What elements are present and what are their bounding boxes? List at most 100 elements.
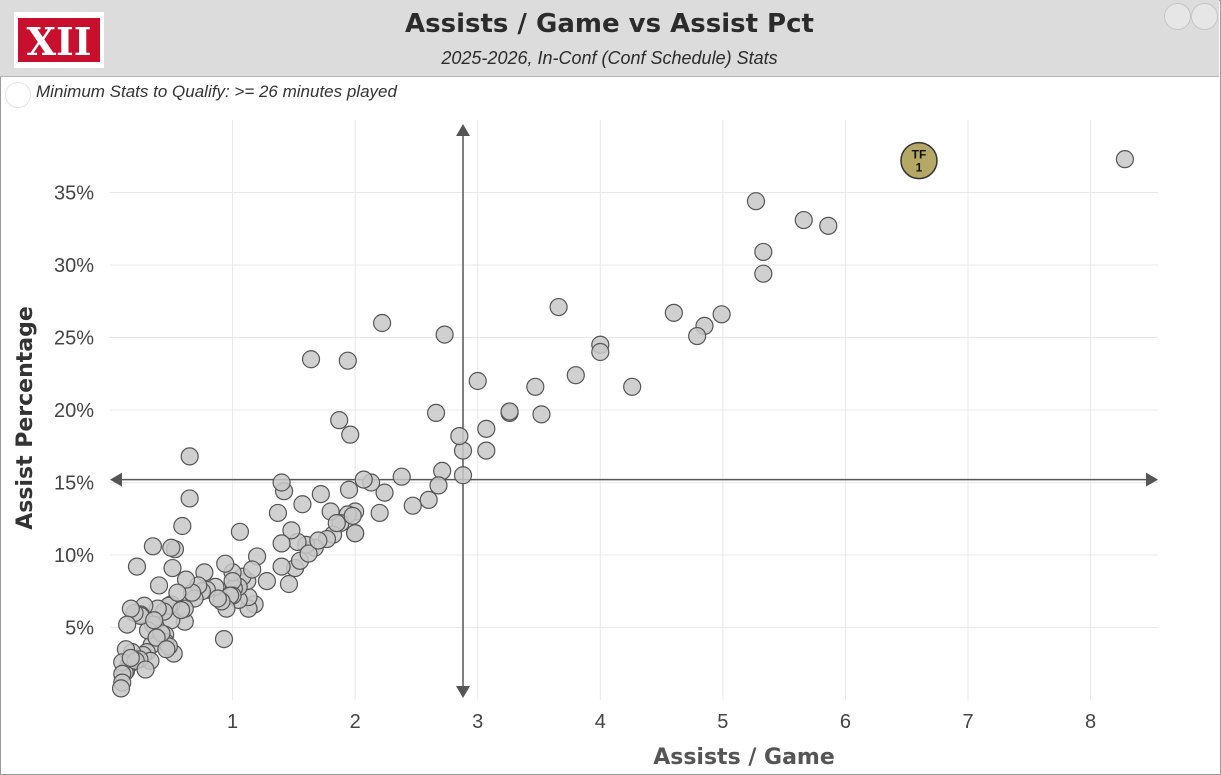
data-point xyxy=(162,538,181,557)
highlight-point xyxy=(900,141,938,180)
x-tick-label: 3 xyxy=(472,711,483,733)
grid xyxy=(110,120,1158,700)
data-point xyxy=(301,350,321,369)
data-point xyxy=(180,489,199,508)
data-point xyxy=(526,377,545,396)
arrow-right-icon xyxy=(1146,472,1158,487)
data-point xyxy=(477,441,496,460)
data-point xyxy=(370,503,389,523)
data-point xyxy=(435,325,454,344)
big-12-logo: XII xyxy=(14,12,104,68)
x-tick-label: 4 xyxy=(595,711,606,733)
data-point xyxy=(346,524,365,543)
data-point xyxy=(157,640,176,659)
data-point xyxy=(419,490,438,509)
data-point xyxy=(272,557,291,576)
x-tick-label: 5 xyxy=(717,711,728,733)
x-axis-label: Assists / Game xyxy=(653,745,835,770)
y-tick-label: 10% xyxy=(54,545,94,567)
data-point xyxy=(272,473,291,492)
data-point xyxy=(754,264,773,283)
data-point xyxy=(453,466,473,485)
data-point xyxy=(373,313,392,333)
data-point xyxy=(754,242,773,262)
data-point xyxy=(450,427,469,446)
arrow-left-icon xyxy=(110,472,122,487)
data-point xyxy=(591,342,610,362)
y-tick-label: 5% xyxy=(65,618,94,640)
data-point xyxy=(208,589,227,608)
x-tick-label: 2 xyxy=(350,711,361,733)
data-point xyxy=(794,210,813,230)
y-tick-label: 25% xyxy=(54,328,94,350)
data-point xyxy=(468,371,487,391)
data-point xyxy=(173,516,192,536)
arrow-down-icon xyxy=(456,686,471,698)
arrow-up-icon xyxy=(456,124,471,136)
y-tick-label: 35% xyxy=(54,183,94,205)
chart-header: XII Assists / Game vs Assist Pct 2025-20… xyxy=(0,0,1219,77)
data-point xyxy=(532,405,551,424)
data-point xyxy=(171,600,191,620)
x-tick-label: 1 xyxy=(227,711,238,733)
data-point xyxy=(477,419,496,438)
x-tick-label: 6 xyxy=(840,711,851,733)
data-point xyxy=(293,495,312,514)
data-point xyxy=(176,570,196,589)
data-point xyxy=(121,599,140,618)
highlight-label: TF xyxy=(912,148,927,162)
data-point xyxy=(311,485,330,504)
chart-title: Assists / Game vs Assist Pct xyxy=(405,9,814,39)
x-tick-label: 7 xyxy=(962,711,973,733)
reference-lines xyxy=(110,124,1158,698)
data-point xyxy=(149,576,169,595)
qualify-note: Minimum Stats to Qualify: >= 26 minutes … xyxy=(36,82,397,101)
decor-circle-icon xyxy=(5,82,31,108)
logo-text: XII xyxy=(26,19,91,64)
data-point xyxy=(392,467,411,486)
data-point xyxy=(282,521,301,540)
highlight-rank: 1 xyxy=(916,161,923,175)
data-point xyxy=(145,611,164,630)
data-point xyxy=(111,679,131,698)
y-tick-label: 30% xyxy=(54,255,94,277)
data-point xyxy=(746,192,766,211)
data-point xyxy=(121,648,140,668)
data-point xyxy=(664,303,683,322)
chart-subtitle: 2025-2026, In-Conf (Conf Schedule) Stats xyxy=(441,48,778,68)
data-point xyxy=(429,476,448,495)
data-point xyxy=(168,583,187,602)
data-point xyxy=(819,216,838,235)
data-point xyxy=(309,531,328,550)
data-point xyxy=(268,503,288,523)
data-point xyxy=(118,615,137,634)
data-point xyxy=(403,496,422,515)
data-point xyxy=(375,483,394,502)
y-axis-label: Assist Percentage xyxy=(13,306,38,530)
data-point xyxy=(272,534,291,553)
data-point xyxy=(712,305,731,324)
data-point xyxy=(566,366,585,385)
data-point xyxy=(426,403,446,422)
data-point xyxy=(1115,150,1135,169)
data-point xyxy=(279,574,299,594)
data-point xyxy=(136,660,155,679)
data-point xyxy=(299,544,318,563)
data-point xyxy=(623,377,642,396)
data-point xyxy=(330,411,349,430)
data-point xyxy=(214,629,234,649)
y-tick-label: 15% xyxy=(54,473,94,495)
data-point xyxy=(341,425,360,444)
data-point xyxy=(688,326,707,346)
data-point xyxy=(180,447,199,466)
data-point xyxy=(216,554,235,573)
data-point xyxy=(257,571,276,591)
data-point xyxy=(127,557,147,576)
axes: 1 2 3 4 5 6 7 8 5% 10% 15% 20% 25% 30% 35% Assists / Ga… xyxy=(13,183,1096,771)
data-point xyxy=(339,480,359,499)
x-tick-label: 8 xyxy=(1085,711,1096,733)
y-tick-label: 20% xyxy=(54,400,94,422)
data-point xyxy=(500,402,519,421)
